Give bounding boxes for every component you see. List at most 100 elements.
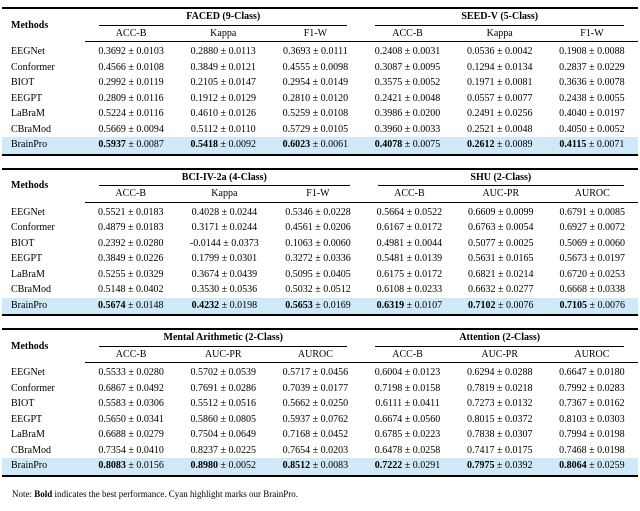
metric-value-cell: 0.0536 ± 0.0042 bbox=[466, 46, 533, 58]
metric-mean-value: 0.0557 bbox=[466, 92, 495, 104]
metric-mean-value: 0.1908 bbox=[559, 46, 587, 58]
metric-value-cell: 0.3636 ± 0.0078 bbox=[559, 77, 625, 89]
metric-mean-value: 0.6763 bbox=[468, 222, 496, 234]
metric-mean-value: 0.6674 bbox=[374, 413, 403, 425]
metric-mean-value: 0.3693 bbox=[283, 46, 311, 58]
metric-column-header: Kappa bbox=[177, 25, 270, 42]
metric-mean-value: 0.7105 bbox=[559, 299, 588, 311]
table-row: CBraMod 0.7354 ± 0.0410 0.8237 ± 0.0225 0.7… bbox=[2, 443, 638, 459]
metric-mean-value: 0.2880 bbox=[190, 46, 219, 58]
metric-mean-value: 0.3674 bbox=[191, 268, 220, 280]
metric-mean-value: 0.7504 bbox=[190, 429, 218, 441]
table-row: BrainPro 0.5937 ± 0.0087 0.5418 ± 0.0092 0.… bbox=[2, 137, 638, 155]
metric-mean-value: 0.2105 bbox=[190, 77, 218, 89]
metric-mean-value: 0.6647 bbox=[559, 367, 587, 379]
table-row: BrainPro 0.5674 ± 0.0148 0.4232 ± 0.0198 0.… bbox=[2, 297, 638, 315]
methods-column-header: Methods bbox=[11, 180, 49, 192]
metric-value-cell: 0.7417 ± 0.0175 bbox=[466, 444, 533, 456]
metric-value-cell: 0.2810 ± 0.0120 bbox=[282, 92, 349, 104]
metric-value-cell: 0.5346 ± 0.0228 bbox=[285, 206, 351, 218]
metric-mean-value: 0.7367 bbox=[559, 398, 587, 410]
metric-value-cell: 0.6647 ± 0.0180 bbox=[559, 367, 625, 379]
method-name: Conformer bbox=[11, 222, 55, 234]
metric-value-cell: 0.5673 ± 0.0197 bbox=[559, 253, 626, 265]
metric-value-cell: 0.4566 ± 0.0108 bbox=[98, 61, 164, 73]
metric-mean-value: 0.6688 bbox=[98, 429, 126, 441]
table-row: Conformer 0.6867 ± 0.0492 0.7691 ± 0.0286 0… bbox=[2, 381, 638, 397]
metric-value-cell: 0.7468 ± 0.0198 bbox=[559, 444, 625, 456]
metric-value-cell: 0.5860 ± 0.0805 bbox=[190, 413, 256, 425]
metric-value-cell: 0.1063 ± 0.0060 bbox=[285, 237, 351, 249]
results-table-faced-seedv: Methods FACED (9-Class) SEED-V (5-Class) … bbox=[2, 7, 638, 156]
method-name: BrainPro bbox=[11, 460, 48, 472]
metric-mean-value: 0.8064 bbox=[559, 460, 587, 472]
metric-mean-value: 0.3692 bbox=[98, 46, 126, 58]
table-row: Conformer 0.4566 ± 0.0108 0.3849 ± 0.0121 0… bbox=[2, 60, 638, 76]
metric-value-cell: 0.3171 ± 0.0244 bbox=[191, 222, 258, 234]
metric-column-header: ACC-B bbox=[363, 186, 456, 203]
metric-value-cell: 0.7975 ± 0.0392 bbox=[466, 460, 533, 472]
metric-value-cell: 0.6791 ± 0.0085 bbox=[559, 206, 626, 218]
metric-mean-value: 0.5937 bbox=[282, 413, 311, 425]
metric-mean-value: 0.8237 bbox=[190, 444, 218, 456]
metric-value-cell: 0.1912 ± 0.0129 bbox=[190, 92, 256, 104]
metric-mean-value: 0.6927 bbox=[559, 222, 588, 234]
metric-value-cell: 0.7354 ± 0.0410 bbox=[98, 444, 164, 456]
metric-value-cell: 0.7198 ± 0.0158 bbox=[374, 382, 441, 394]
metric-mean-value: 0.7691 bbox=[190, 382, 218, 394]
metric-mean-value: 0.6720 bbox=[559, 268, 588, 280]
metric-value-cell: 0.5653 ± 0.0169 bbox=[285, 299, 351, 311]
metric-value-cell: 0.7105 ± 0.0076 bbox=[559, 299, 626, 311]
footnote-bold-word: Bold bbox=[34, 488, 53, 499]
metric-mean-value: 0.4028 bbox=[191, 206, 220, 218]
metric-mean-value: 0.7975 bbox=[466, 460, 495, 472]
metric-value-cell: 0.1971 ± 0.0081 bbox=[466, 77, 533, 89]
metric-value-cell: 0.2438 ± 0.0055 bbox=[559, 92, 625, 104]
method-name: EEGNet bbox=[11, 367, 45, 378]
table-row: EEGNet 0.3692 ± 0.0103 0.2880 ± 0.0113 0.36… bbox=[2, 42, 638, 60]
table-row: BrainPro 0.8083 ± 0.0156 0.8980 ± 0.0052 0.… bbox=[2, 458, 638, 476]
metric-mean-value: 0.7039 bbox=[282, 382, 311, 394]
metric-mean-value: 0.3530 bbox=[191, 284, 220, 296]
method-name: CBraMod bbox=[11, 123, 51, 135]
metric-mean-value: 0.5148 bbox=[97, 284, 126, 296]
metric-mean-value: 0.8980 bbox=[190, 460, 218, 472]
metric-mean-value: 0.6785 bbox=[374, 429, 403, 441]
metric-mean-value: 0.3171 bbox=[191, 222, 220, 234]
metric-value-cell: 0.6668 ± 0.0338 bbox=[559, 284, 626, 296]
metric-mean-value: 0.1971 bbox=[466, 77, 495, 89]
results-table-mentalarithmetic-attention: Methods Mental Arithmetic (2-Class) Atten… bbox=[2, 328, 638, 477]
method-name: BIOT bbox=[11, 398, 35, 410]
metric-mean-value: 0.7102 bbox=[468, 299, 496, 311]
metric-mean-value: 0.3636 bbox=[559, 77, 587, 89]
metric-mean-value: 0.6821 bbox=[468, 268, 496, 280]
metric-value-cell: 0.3693 ± 0.0111 bbox=[283, 46, 348, 58]
metric-value-cell: 0.3692 ± 0.0103 bbox=[98, 46, 164, 58]
metric-mean-value: 0.7168 bbox=[282, 429, 311, 441]
metric-value-cell: 0.2954 ± 0.0149 bbox=[282, 77, 349, 89]
metric-mean-value: 0.7354 bbox=[98, 444, 126, 456]
metric-value-cell: 0.3849 ± 0.0121 bbox=[190, 61, 256, 73]
metric-value-cell: 0.3986 ± 0.0200 bbox=[374, 108, 441, 120]
metric-value-cell: 0.5702 ± 0.0539 bbox=[190, 367, 256, 379]
metric-value-cell: 0.7992 ± 0.0283 bbox=[559, 382, 625, 394]
metric-value-cell: 0.5717 ± 0.0456 bbox=[282, 367, 349, 379]
metric-value-cell: 0.3849 ± 0.0226 bbox=[97, 253, 164, 265]
metric-mean-value: 0.2491 bbox=[466, 108, 495, 120]
metric-value-cell: 0.2612 ± 0.0089 bbox=[466, 139, 533, 151]
metric-value-cell: 0.5148 ± 0.0402 bbox=[97, 284, 164, 296]
metric-mean-value: 0.6111 bbox=[375, 398, 403, 410]
method-name: LaBraM bbox=[11, 429, 45, 441]
metric-mean-value: 0.5860 bbox=[190, 413, 218, 425]
metric-mean-value: 0.5077 bbox=[468, 237, 496, 249]
metric-value-cell: 0.4028 ± 0.0244 bbox=[191, 206, 258, 218]
table-row: LaBraM 0.5224 ± 0.0116 0.4610 ± 0.0126 0.52… bbox=[2, 106, 638, 122]
method-name: LaBraM bbox=[11, 108, 45, 120]
metric-mean-value: 0.6791 bbox=[559, 206, 588, 218]
metric-mean-value: 0.7992 bbox=[559, 382, 587, 394]
metric-mean-value: 0.5674 bbox=[97, 299, 126, 311]
metric-column-header: ACC-B bbox=[361, 25, 454, 42]
metric-value-cell: 0.7819 ± 0.0218 bbox=[466, 382, 533, 394]
metric-mean-value: 0.1799 bbox=[191, 253, 220, 265]
metric-column-header: F1-W bbox=[269, 25, 362, 42]
